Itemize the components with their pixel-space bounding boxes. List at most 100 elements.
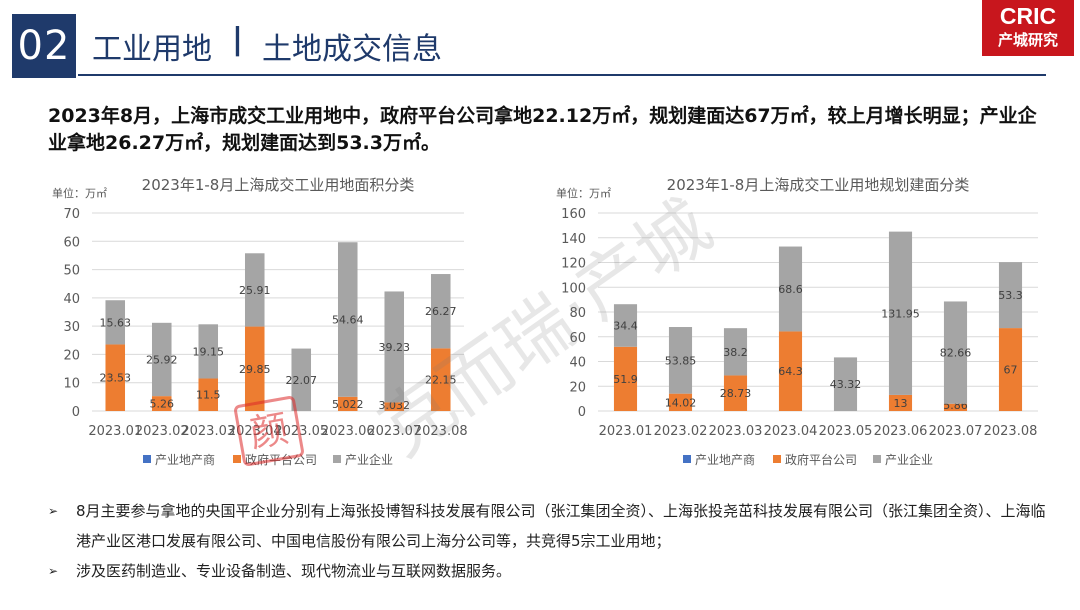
chart-title: 2023年1-8月上海成交工业用地面积分类 — [142, 176, 415, 194]
seal-stamp: 颜 — [233, 395, 305, 467]
legend-swatch — [873, 455, 881, 463]
bar-segment — [244, 326, 265, 411]
bar-segment — [384, 402, 405, 411]
notes-list: ➢ 8月主要参与拿地的央国平企业分别有上海张投博智科技发展有限公司（张江集团全资… — [44, 496, 1054, 586]
section-category: 工业用地 — [92, 32, 212, 67]
y-tick-label: 160 — [561, 207, 586, 222]
data-label: 23.53 — [100, 372, 132, 385]
y-tick-label: 120 — [561, 257, 586, 272]
data-label: 25.91 — [239, 284, 271, 297]
bar-segment — [998, 262, 1023, 329]
x-tick-label: 2023.03 — [709, 424, 763, 439]
x-tick-label: 2023.03 — [181, 424, 235, 439]
bar-segment — [998, 328, 1023, 411]
data-label: 5.26 — [150, 398, 175, 411]
legend-label: 政府平台公司 — [245, 452, 317, 467]
bar-segment — [778, 246, 803, 332]
data-label: 13 — [894, 397, 908, 410]
x-tick-label: 2023.06 — [874, 424, 928, 439]
y-tick-label: 10 — [63, 377, 80, 392]
chart-floor-area: 2023年1-8月上海成交工业用地规划建面分类 单位：万㎡ 0 20 40 60 80 100… — [556, 168, 1046, 478]
x-tick-label: 2023.08 — [984, 424, 1038, 439]
x-tick-label: 2023.02 — [654, 424, 708, 439]
bar-segment — [151, 396, 172, 411]
chart-title: 2023年1-8月上海成交工业用地规划建面分类 — [667, 176, 970, 194]
data-label: 131.95 — [881, 307, 920, 320]
bar-segment — [943, 301, 968, 404]
data-label: 54.64 — [332, 314, 364, 327]
arrow-right-icon: ➢ — [48, 504, 59, 518]
data-label: 67 — [1004, 364, 1018, 377]
y-tick-label: 140 — [561, 232, 586, 247]
data-label: 28.73 — [720, 387, 752, 400]
x-tick-label: 2023.07 — [929, 424, 983, 439]
data-label: 64.3 — [778, 365, 803, 378]
data-label: 26.27 — [425, 305, 457, 318]
y-tick-label: 60 — [569, 331, 586, 346]
data-label: 43.32 — [830, 378, 862, 391]
bar-segment — [613, 346, 638, 411]
y-tick-label: 60 — [63, 235, 80, 250]
data-label: 38.2 — [723, 346, 748, 359]
bar-segment — [105, 300, 126, 345]
x-tick-label: 2023.04 — [764, 424, 818, 439]
note-item: ➢ 8月主要参与拿地的央国平企业分别有上海张投博智科技发展有限公司（张江集团全资… — [44, 496, 1054, 556]
bar-segment — [337, 242, 358, 397]
bar-segment — [337, 396, 358, 411]
note-text: 涉及医药制造业、专业设备制造、现代物流业与互联网数据服务。 — [76, 562, 512, 580]
title-separator: | — [232, 22, 243, 57]
y-tick-label: 50 — [63, 264, 80, 279]
y-tick-label: 40 — [569, 356, 586, 371]
x-tick-label: 2023.07 — [367, 424, 421, 439]
legend-swatch — [773, 455, 781, 463]
section-subtitle: 土地成交信息 — [262, 32, 442, 67]
bar-segment — [244, 253, 265, 327]
y-tick-label: 0 — [72, 405, 80, 420]
chart-land-area: 2023年1-8月上海成交工业用地面积分类 单位：万㎡ 0 10 20 30 40 50 60 7… — [52, 168, 472, 478]
data-label: 14.02 — [665, 396, 697, 409]
y-tick-label: 20 — [63, 348, 80, 363]
legend-swatch — [233, 455, 241, 463]
data-label: 19.15 — [193, 345, 225, 358]
x-tick-label: 2023.06 — [321, 424, 375, 439]
y-tick-label: 100 — [561, 281, 586, 296]
bar-segment — [668, 327, 693, 394]
bar-segment — [723, 375, 748, 411]
legend-label: 产业企业 — [885, 452, 933, 467]
y-tick-label: 30 — [63, 320, 80, 335]
bar-segment — [430, 348, 451, 411]
y-tick-label: 40 — [63, 292, 80, 307]
unit-label: 单位：万㎡ — [52, 186, 107, 200]
bar-segment — [668, 393, 693, 411]
cric-logo: CRIC 产城研究 — [982, 0, 1074, 56]
header-divider — [78, 74, 1046, 76]
data-label: 25.92 — [146, 353, 178, 366]
x-tick-label: 2023.02 — [135, 424, 189, 439]
legend-label: 产业企业 — [345, 452, 393, 467]
unit-label: 单位：万㎡ — [556, 186, 611, 200]
data-label: 39.23 — [379, 341, 411, 354]
data-label: 34.4 — [613, 319, 638, 332]
y-tick-label: 20 — [569, 380, 586, 395]
x-tick-label: 2023.04 — [228, 424, 282, 439]
bar-segment — [151, 322, 172, 397]
legend-label: 政府平台公司 — [785, 452, 857, 467]
slide-header: 02 工业用地 | 土地成交信息 CRIC 产城研究 — [0, 0, 1080, 82]
bar-segment — [833, 357, 858, 411]
legend-swatch — [143, 455, 151, 463]
data-label: 53.3 — [998, 289, 1023, 302]
data-label: 68.6 — [778, 283, 803, 296]
data-label: 53.85 — [665, 354, 697, 367]
x-tick-label: 2023.05 — [274, 424, 328, 439]
legend-swatch — [333, 455, 341, 463]
logo-text-top: CRIC — [999, 3, 1057, 29]
x-tick-label: 2023.08 — [414, 424, 468, 439]
bar-segment — [105, 344, 126, 411]
data-label: 22.15 — [425, 374, 457, 387]
legend-label: 产业地产商 — [695, 452, 755, 467]
y-tick-label: 80 — [569, 306, 586, 321]
note-item: ➢ 涉及医药制造业、专业设备制造、现代物流业与互联网数据服务。 — [44, 556, 1054, 586]
note-text: 8月主要参与拿地的央国平企业分别有上海张投博智科技发展有限公司（张江集团全资）、… — [76, 502, 1046, 550]
